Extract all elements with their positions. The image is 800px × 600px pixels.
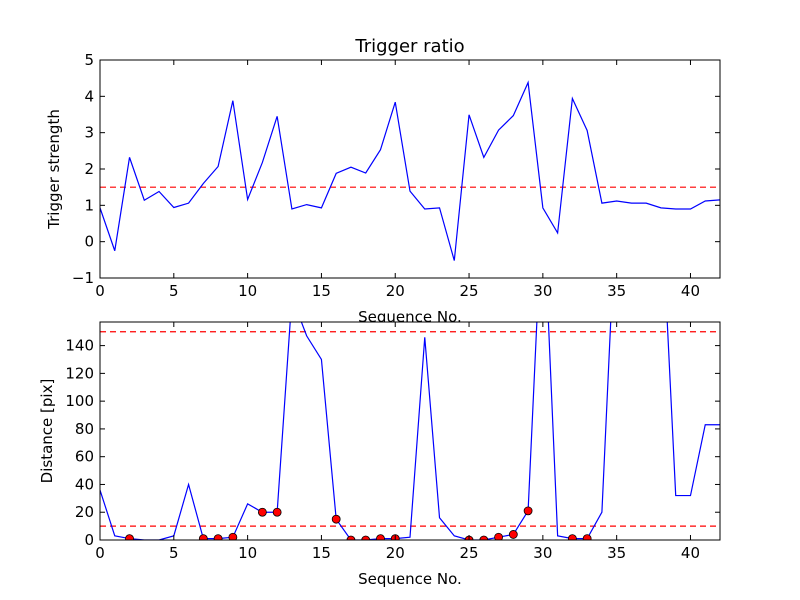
bottom-x-tick-label: 40 [681, 544, 700, 562]
bottom-y-tick-label: 40 [75, 475, 94, 493]
bottom-x-tick-label: 5 [169, 544, 179, 562]
bottom-marker-point [257, 507, 267, 517]
top-y-tick-label: 1 [84, 196, 94, 214]
bottom-marker-point [567, 534, 577, 540]
bottom-y-tick-label: 80 [75, 420, 94, 438]
bottom-reference-lines [100, 331, 720, 527]
bottom-marker-point [582, 534, 592, 540]
bottom-y-tick-label: 120 [65, 364, 94, 382]
bottom-y-tick-label: 0 [84, 531, 94, 549]
top-x-tick-label: 5 [169, 282, 179, 300]
top-x-tick-label: 25 [460, 282, 479, 300]
bottom-x-tick-label: 25 [460, 544, 479, 562]
top-x-tick-label: 10 [238, 282, 257, 300]
top-x-tick-label: 15 [312, 282, 331, 300]
bottom-marker-point [376, 534, 385, 540]
bottom-marker-point [494, 532, 503, 540]
bottom-marker-point [198, 534, 208, 540]
top-y-tick-label: 0 [84, 233, 94, 251]
bottom-marker-point [523, 506, 533, 516]
top-y-tick-label: 4 [84, 87, 94, 105]
bottom-marker-point [228, 532, 238, 540]
bottom-x-tick-label: 35 [607, 544, 626, 562]
bottom-marker-point [272, 507, 282, 517]
top-series-lines [100, 80, 720, 261]
top-x-tick-label: 0 [95, 282, 105, 300]
top-x-tick-label: 40 [681, 282, 700, 300]
bottom-marker-point [331, 514, 341, 524]
bottom-x-tick-label: 10 [238, 544, 257, 562]
top-series-line-0 [100, 80, 720, 261]
bottom-marker-point [213, 534, 223, 540]
bottom-marker-point [346, 535, 356, 540]
bottom-y-axis-label: Distance [pix] [38, 379, 56, 484]
bottom-y-tick-label: 20 [75, 503, 94, 521]
bottom-y-tick-label: 60 [75, 448, 94, 466]
top-y-axis-label: Trigger strength [45, 109, 63, 230]
bottom-chart: 0 5 10 15 20 25 30 35 40 0 20 40 60 80 100 120 140 Seque… [38, 321, 721, 588]
bottom-x-axis-label: Sequence No. [358, 570, 462, 588]
bottom-x-tick-label: 30 [533, 544, 552, 562]
bottom-marker-point [508, 530, 518, 539]
top-y-tick-label: 2 [84, 160, 94, 178]
bottom-y-tick-label: 100 [65, 392, 94, 410]
top-x-tick-label: 35 [607, 282, 626, 300]
bottom-marker-point [361, 535, 371, 540]
bottom-x-tick-label: 20 [386, 544, 405, 562]
top-y-tick-label: 5 [84, 51, 94, 69]
bottom-plot-frame [99, 321, 721, 541]
top-y-tick-label: −1 [72, 269, 94, 287]
bottom-plot-area [100, 322, 720, 540]
bottom-x-tick-label: 15 [312, 544, 331, 562]
bottom-y-tick-label: 140 [65, 337, 94, 355]
top-chart-title: Trigger ratio [354, 36, 464, 57]
bottom-ticks: 0 5 10 15 20 25 30 35 40 0 20 40 60 80 100 120 140 [65, 322, 720, 562]
bottom-x-tick-label: 0 [95, 544, 105, 562]
top-x-tick-label: 30 [533, 282, 552, 300]
top-y-tick-label: 3 [84, 124, 94, 142]
bottom-marker-point [479, 535, 489, 540]
top-x-tick-label: 20 [386, 282, 405, 300]
bottom-marker-point [125, 534, 134, 540]
top-plot-area [100, 60, 720, 278]
